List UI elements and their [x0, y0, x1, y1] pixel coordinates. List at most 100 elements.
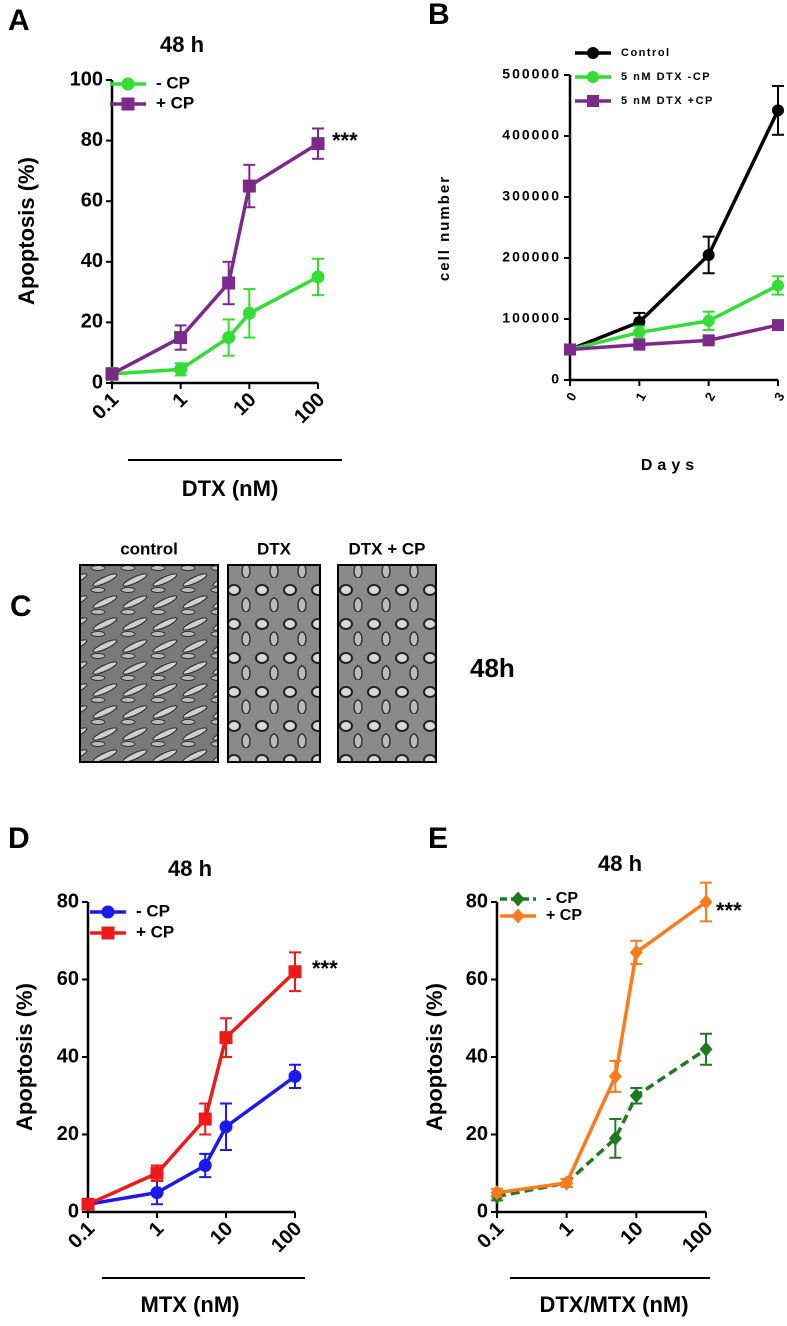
marker: [121, 97, 135, 111]
image-caption: DTX + CP: [349, 539, 426, 558]
y-tick-label: 40: [466, 1045, 488, 1067]
marker: [311, 270, 325, 284]
y-tick-label: 500000: [502, 66, 561, 82]
y-tick-label: 20: [81, 311, 103, 333]
marker: [288, 1069, 302, 1083]
marker: [629, 944, 643, 960]
marker: [633, 326, 646, 339]
marker: [101, 905, 115, 919]
time-label: 48h: [470, 653, 515, 683]
marker: [702, 334, 715, 347]
x-tick-label: 10: [206, 1218, 237, 1249]
marker: [198, 1112, 212, 1126]
marker: [121, 77, 135, 91]
legend-label: + CP: [156, 93, 194, 112]
panel-label: B: [428, 0, 450, 31]
y-tick-label: 0: [477, 1200, 488, 1222]
marker: [772, 279, 784, 292]
marker: [560, 1175, 574, 1191]
series-line: [87, 970, 297, 1206]
y-tick-label: 0: [551, 371, 561, 387]
marker: [564, 343, 576, 356]
legend-label: - CP: [546, 890, 578, 907]
panel-label: C: [10, 590, 32, 623]
marker: [608, 1068, 622, 1084]
y-tick-label: 0: [92, 371, 103, 393]
image-caption: control: [120, 539, 178, 558]
marker: [174, 331, 188, 345]
marker: [222, 331, 236, 345]
micrograph-dtx: [227, 564, 321, 763]
x-axis-label: MTX (nM): [141, 1292, 240, 1317]
y-tick-label: 20: [466, 1123, 488, 1145]
series-line: [569, 323, 779, 352]
marker: [219, 1120, 233, 1134]
marker: [511, 908, 525, 924]
marker: [222, 276, 236, 290]
x-tick-label: 1: [145, 1218, 168, 1241]
legend-label: - CP: [156, 73, 190, 92]
annotation: ***: [332, 128, 358, 153]
y-axis-label: Apoptosis (%): [422, 983, 447, 1131]
panel-label: D: [8, 822, 30, 855]
x-tick-label: 10: [616, 1218, 647, 1249]
annotation: ***: [716, 898, 742, 923]
chart-title: 48 h: [160, 32, 204, 57]
marker: [772, 104, 784, 117]
micrograph-dtx-cp: [337, 564, 437, 763]
y-axis-label: Apoptosis (%): [14, 157, 39, 305]
marker: [699, 894, 713, 910]
marker: [242, 179, 256, 193]
x-tick-label: 100: [267, 1218, 306, 1257]
x-tick-label: 10: [229, 389, 260, 420]
y-tick-label: 80: [81, 129, 103, 151]
chart-title: 48 h: [598, 851, 642, 876]
x-axis-label: DTX (nM): [182, 476, 279, 501]
marker: [702, 314, 715, 327]
x-tick-label: 0: [563, 390, 580, 404]
y-tick-label: 20: [57, 1123, 79, 1145]
y-tick-label: 100: [70, 68, 103, 90]
marker: [242, 306, 256, 320]
series-line: [87, 1074, 297, 1206]
legend-label: 5 nM DTX -CP: [621, 71, 711, 83]
image-caption: DTX: [257, 539, 292, 558]
marker: [772, 319, 784, 332]
y-tick-label: 80: [466, 890, 488, 912]
x-tick-label: 100: [290, 389, 329, 428]
y-tick-label: 60: [81, 189, 103, 211]
x-tick-label: 0.1: [88, 389, 123, 424]
y-tick-label: 100000: [502, 310, 561, 326]
y-tick-label: 80: [57, 890, 79, 912]
y-tick-label: 0: [68, 1200, 79, 1222]
annotation: ***: [312, 956, 338, 981]
x-tick-label: 2: [702, 390, 719, 404]
x-tick-label: 0.1: [473, 1218, 508, 1253]
x-tick-label: 0.1: [64, 1218, 99, 1253]
marker: [587, 47, 599, 59]
marker: [198, 1159, 212, 1172]
marker: [219, 1031, 233, 1045]
marker: [633, 338, 646, 351]
marker: [587, 95, 599, 107]
marker: [311, 137, 325, 151]
marker: [101, 926, 115, 940]
y-tick-label: 200000: [502, 249, 561, 265]
marker: [587, 71, 599, 83]
marker: [174, 362, 188, 376]
x-tick-label: 1: [555, 1218, 578, 1241]
y-tick-label: 60: [57, 968, 79, 990]
marker: [288, 965, 302, 979]
y-tick-label: 60: [466, 968, 488, 990]
marker: [633, 316, 646, 329]
panel-label: A: [8, 4, 30, 37]
y-axis-label: Apoptosis (%): [12, 983, 37, 1131]
y-axis-label: cell number: [436, 175, 453, 281]
marker: [699, 1041, 713, 1057]
marker: [81, 1197, 95, 1211]
legend-label: Control: [621, 47, 671, 59]
x-tick-label: 100: [678, 1218, 717, 1257]
marker: [511, 891, 525, 907]
series-line: [569, 109, 780, 352]
